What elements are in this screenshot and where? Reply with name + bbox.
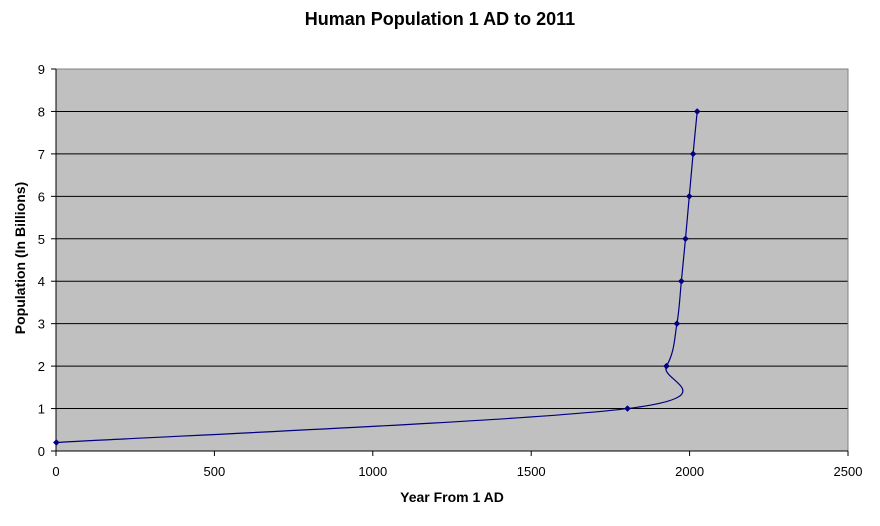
data-point-8 [693,108,701,115]
x-tick-label-2500: 2500 [834,464,863,479]
y-tick-label-9: 9 [38,62,45,77]
data-point-6 [685,192,693,200]
x-tick-label-1000: 1000 [358,464,387,479]
data-point-7 [689,150,697,158]
data-point-0 [52,439,60,446]
x-tick-label-0: 0 [52,464,59,479]
x-axis-label: Year From 1 AD [400,489,504,505]
data-point-1 [624,405,631,412]
x-tick-label-500: 500 [204,464,226,479]
x-tick-label-2000: 2000 [675,464,704,479]
y-tick-label-2: 2 [38,359,45,374]
data-point-4 [678,277,685,285]
y-tick-label-8: 8 [38,104,45,119]
y-tick-label-4: 4 [38,274,45,289]
chart-title: Human Population 1 AD to 2011 [304,9,576,29]
data-point-5 [682,235,689,243]
y-tick-label-5: 5 [38,232,45,247]
y-tick-label-0: 0 [38,444,45,459]
data-point-2 [663,362,670,370]
y-tick-label-3: 3 [38,317,45,332]
y-tick-label-1: 1 [38,402,45,417]
plot-area [56,69,848,451]
data-point-3 [673,320,681,328]
x-tick-label-1500: 1500 [517,464,546,479]
y-tick-label-7: 7 [38,147,45,162]
y-tick-label-6: 6 [38,189,45,204]
